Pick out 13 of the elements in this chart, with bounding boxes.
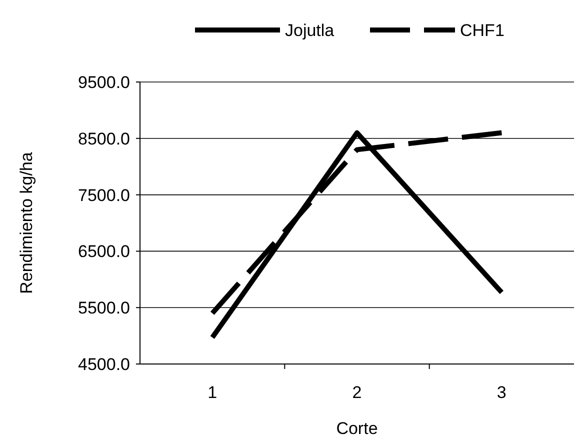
y-tick-label: 9500.0: [78, 72, 130, 92]
x-tick-label: 1: [208, 383, 218, 402]
legend-label: CHF1: [460, 20, 504, 40]
y-axis-title: Rendimiento kg/ha: [17, 152, 36, 294]
x-tick-label: 2: [352, 383, 362, 402]
y-tick-label: 4500.0: [78, 354, 130, 374]
legend-label: Jojutla: [285, 20, 335, 40]
x-tick-label: 3: [496, 383, 506, 402]
x-axis-title: Corte: [336, 419, 378, 438]
y-tick-label: 5500.0: [78, 298, 130, 318]
y-tick-label: 8500.0: [78, 129, 130, 148]
y-tick-label: 7500.0: [78, 186, 130, 205]
y-tick-label: 6500.0: [78, 242, 130, 262]
